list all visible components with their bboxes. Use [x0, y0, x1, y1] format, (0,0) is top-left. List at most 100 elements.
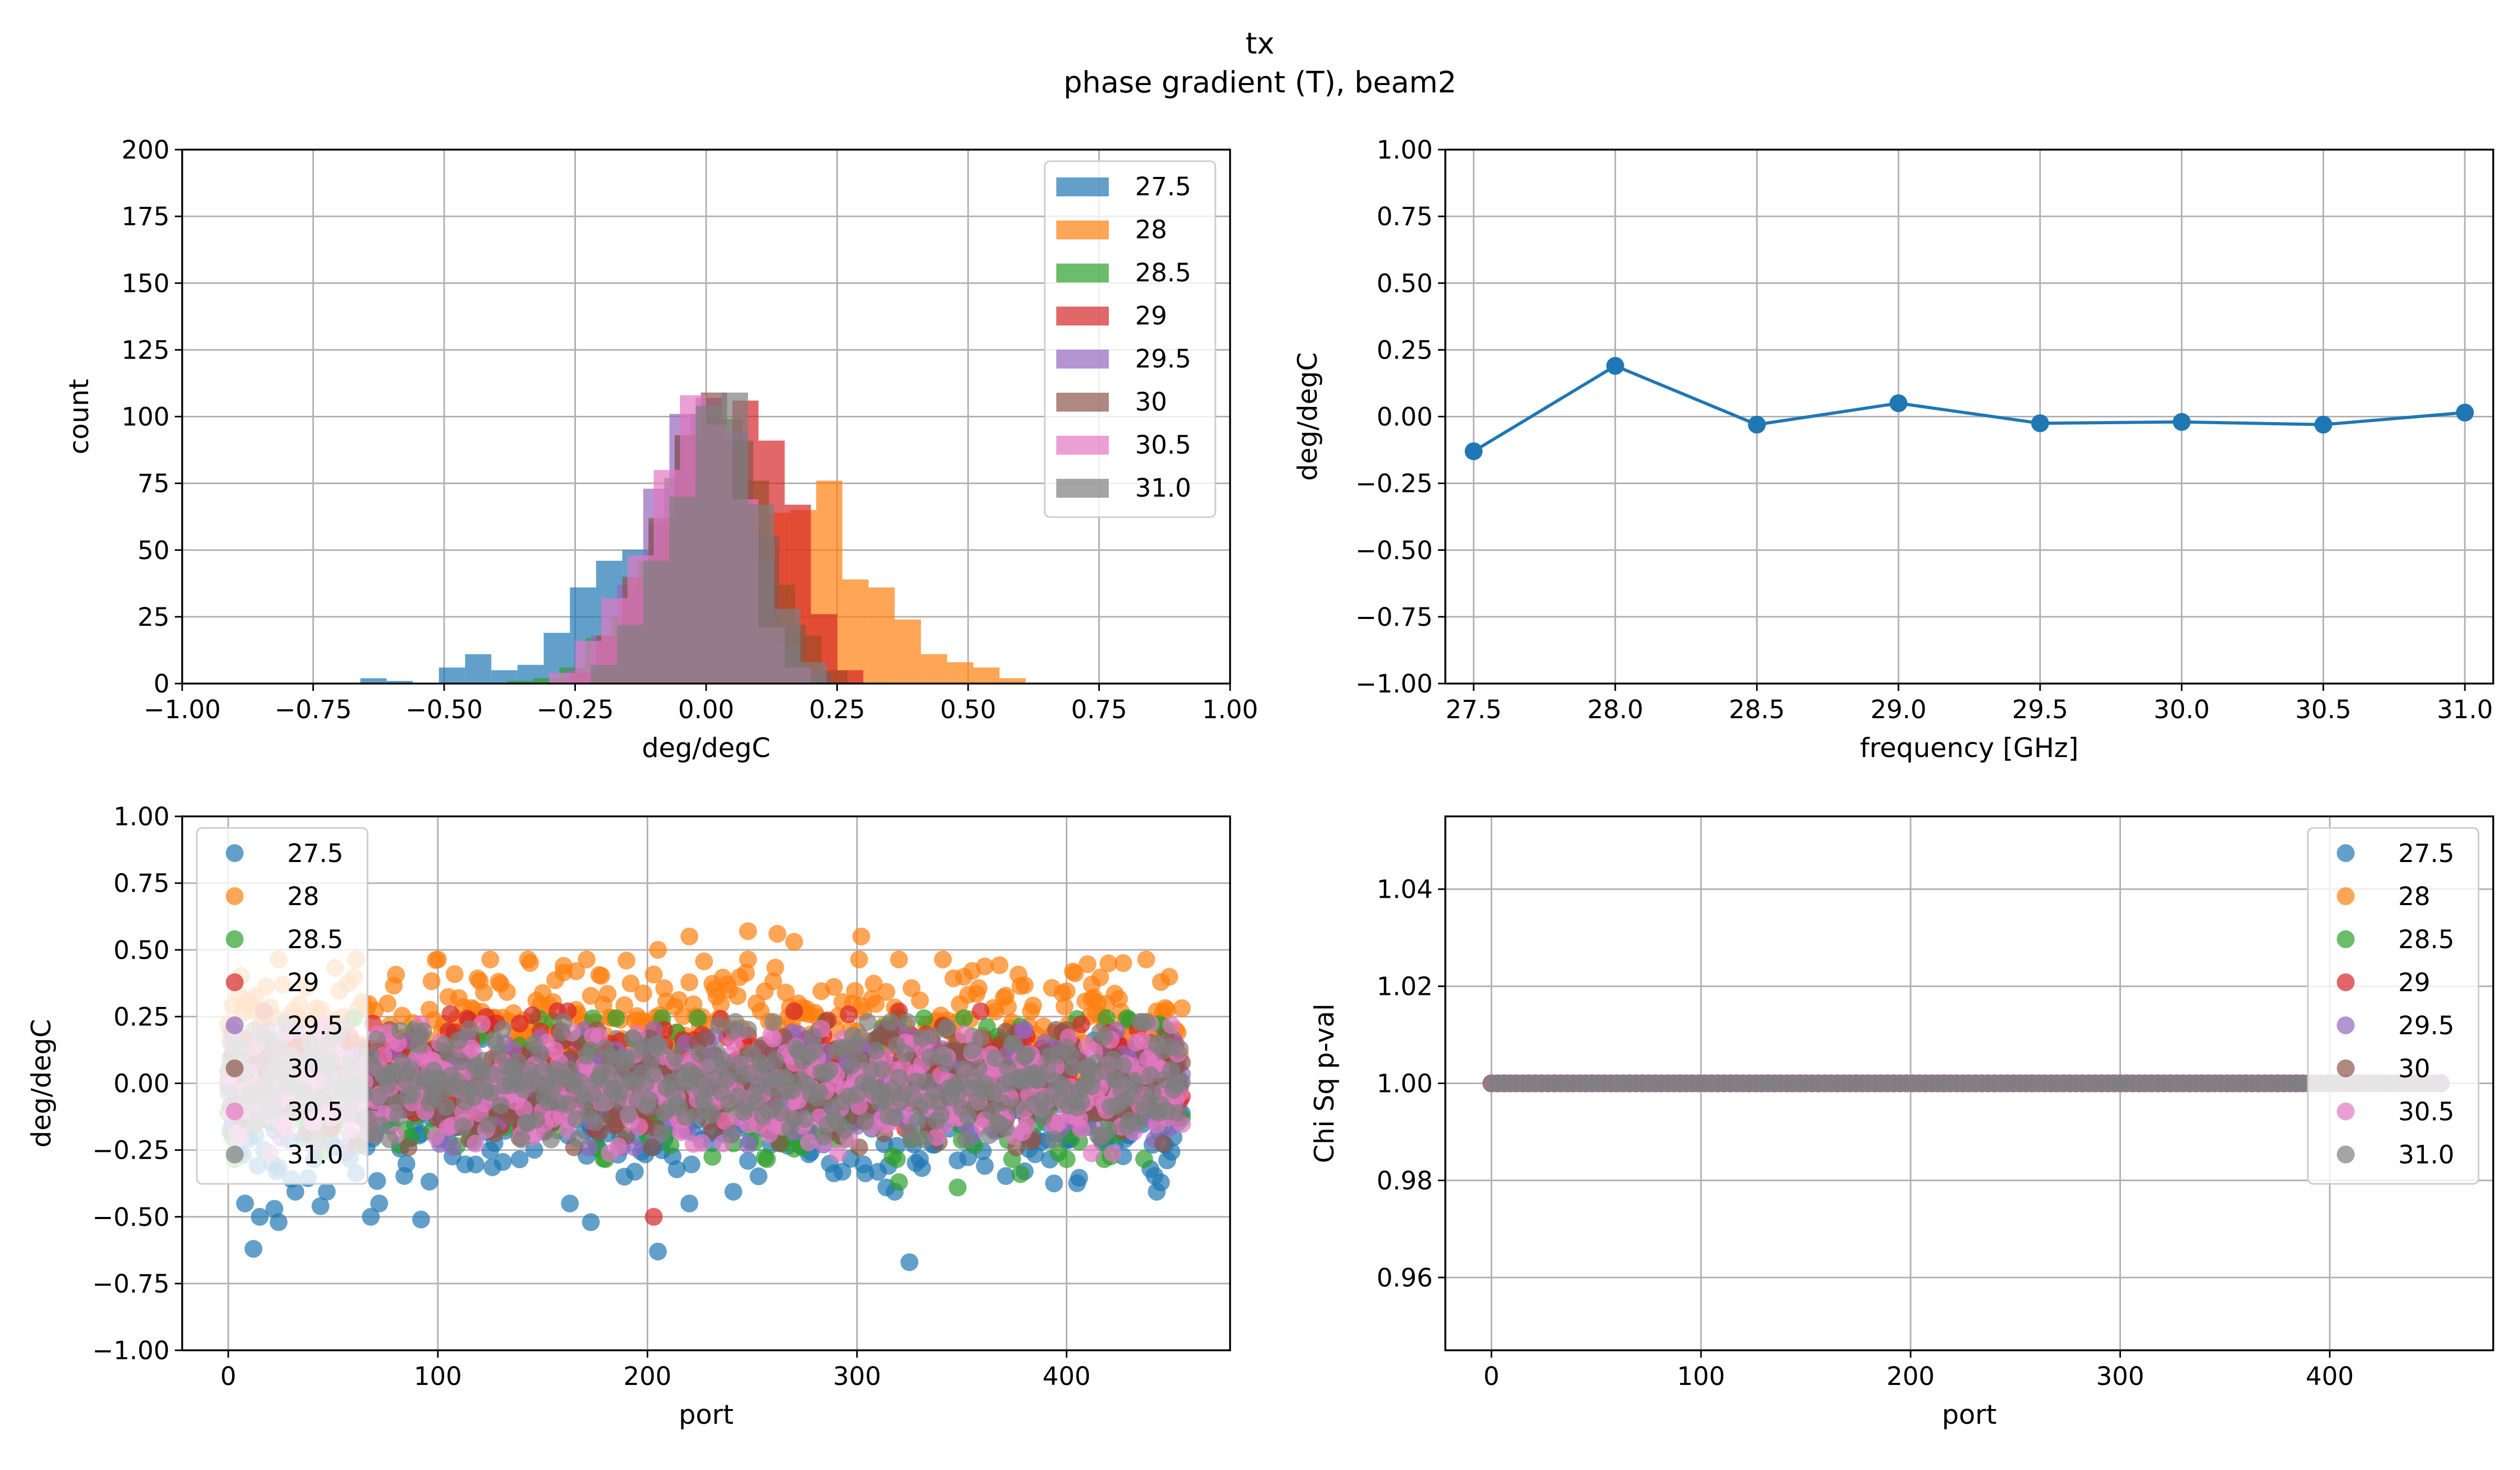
- scatter-point: [634, 984, 653, 1003]
- scatter-point: [934, 950, 952, 969]
- x-tick-label: 29.0: [1871, 695, 1927, 724]
- y-tick-label: 0.25: [1377, 335, 1433, 365]
- scatter-point: [1066, 964, 1084, 982]
- scatter-point: [749, 1167, 768, 1185]
- scatter-point: [620, 1105, 638, 1124]
- scatter-point: [969, 1059, 988, 1077]
- suptitle-line2: phase gradient (T), beam2: [1064, 66, 1456, 100]
- histogram-bar: [465, 654, 491, 684]
- histogram-bar: [921, 654, 948, 684]
- scatter-point: [1173, 1073, 1191, 1091]
- y-tick-label: 0.50: [113, 936, 170, 965]
- x-tick-label: 31.0: [2437, 695, 2493, 724]
- scatter-point: [739, 950, 757, 969]
- data-point: [1606, 356, 1624, 375]
- x-tick-label: 0: [1484, 1362, 1500, 1391]
- scatter-point: [867, 995, 885, 1013]
- scatter-point: [737, 964, 755, 982]
- x-tick-label: 0.75: [1071, 695, 1127, 724]
- scatter-point: [785, 932, 803, 951]
- scatter-point: [617, 951, 636, 970]
- scatter-point: [318, 1182, 336, 1201]
- scatter-point: [475, 983, 493, 1002]
- axes-frame: [1444, 149, 2494, 685]
- x-tick-label: 1.00: [1202, 695, 1258, 724]
- scatter-point: [1099, 954, 1118, 973]
- scatter-point: [1173, 999, 1191, 1017]
- scatter-point: [607, 1009, 625, 1027]
- histogram-bar: [533, 678, 560, 684]
- histogram-bar: [837, 670, 864, 684]
- scatter-point: [389, 1107, 407, 1126]
- legend-swatch: [1056, 264, 1109, 282]
- data-point: [1748, 415, 1766, 434]
- scatter-point: [586, 1113, 604, 1131]
- legend-label: 28.5: [287, 925, 343, 954]
- scatter-point: [1072, 1093, 1090, 1111]
- scatter-point: [527, 1110, 545, 1129]
- histogram-bar: [973, 667, 1000, 684]
- y-tick-label: 1.00: [1377, 135, 1433, 165]
- scatter-point: [1152, 1173, 1170, 1192]
- y-tick-label: 1.00: [1377, 1069, 1433, 1099]
- scatter-point: [311, 1197, 330, 1215]
- scatter-point: [645, 965, 663, 984]
- scatter-point: [915, 1009, 933, 1027]
- scatter-point: [810, 1083, 828, 1101]
- legend-marker: [226, 1146, 244, 1163]
- scatter-point: [286, 1182, 304, 1201]
- scatter-point: [368, 1172, 386, 1190]
- scatter-point: [949, 1178, 967, 1196]
- scatter-point: [896, 1044, 915, 1063]
- frequency-line-panel: 27.5 28.0 28.5 29.0 29.5 30.0 30.5 31.0−1.00−0.…: [1293, 135, 2494, 764]
- scatter-point: [1024, 996, 1042, 1015]
- scatter-point: [521, 954, 539, 972]
- scatter-point: [1095, 1028, 1114, 1046]
- scatter-point: [739, 1136, 757, 1154]
- port-scatter-panel: 0 100 200 300 400−1.00−0.75−0.50−0.250.000.2…: [26, 802, 1231, 1431]
- legend-label: 29: [287, 968, 319, 998]
- scatter-point: [776, 983, 795, 1002]
- histogram-bar: [439, 667, 465, 684]
- scatter-point: [466, 1135, 485, 1153]
- x-tick-label: 100: [1677, 1362, 1725, 1391]
- legend-label: 27.5: [287, 839, 343, 868]
- y-tick-label: 200: [121, 135, 170, 165]
- scatter-point: [668, 1160, 686, 1179]
- legend-label: 28: [1135, 215, 1167, 245]
- legend-marker: [226, 1059, 244, 1077]
- scatter-point: [971, 1029, 990, 1047]
- scatter-point: [649, 941, 667, 959]
- scatter-point: [697, 1028, 715, 1047]
- x-tick-label: 400: [1043, 1362, 1091, 1391]
- scatter-point: [1158, 1001, 1177, 1019]
- scatter-point: [1017, 1045, 1036, 1064]
- scatter-point: [800, 1133, 818, 1152]
- scatter-point: [494, 1153, 512, 1171]
- scatter-point: [1160, 968, 1179, 986]
- y-tick-label: −1.00: [1356, 669, 1433, 699]
- scatter-point: [768, 925, 786, 943]
- scatter-point: [898, 1013, 917, 1031]
- histogram-bar: [696, 406, 722, 684]
- scatter-point: [881, 1013, 900, 1031]
- scatter-point: [269, 1213, 288, 1231]
- scatter-point: [368, 1030, 386, 1048]
- data-point: [1889, 394, 1908, 413]
- legend-label: 31.0: [287, 1140, 343, 1170]
- histogram-bar: [748, 505, 774, 684]
- legend-label: 30: [287, 1054, 319, 1084]
- scatter-point: [645, 1065, 663, 1084]
- scatter-point: [653, 1125, 671, 1143]
- scatter-point: [567, 962, 585, 980]
- histogram-bar: [643, 561, 670, 684]
- scatter-point: [640, 1091, 659, 1109]
- x-tick-label: 29.5: [2012, 695, 2068, 724]
- scatter-point: [858, 1013, 877, 1031]
- y-tick-label: 1.02: [1377, 972, 1433, 1002]
- scatter-point: [680, 1194, 699, 1213]
- scatter-point: [959, 1108, 977, 1126]
- scatter-point: [852, 1028, 870, 1046]
- legend-marker: [226, 1016, 244, 1034]
- scatter-point: [785, 1002, 803, 1021]
